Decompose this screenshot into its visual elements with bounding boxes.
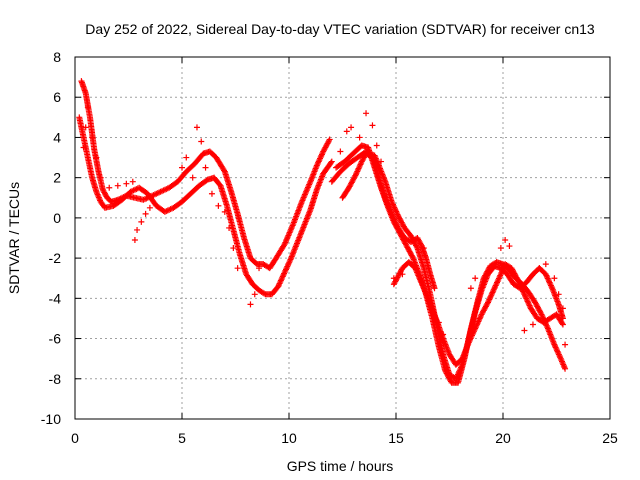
data-point	[555, 291, 562, 298]
data-point	[484, 300, 491, 307]
x-tick-label: 0	[71, 430, 79, 446]
data-point	[247, 301, 254, 308]
data-point	[351, 173, 358, 180]
data-point	[198, 138, 205, 145]
data-point	[215, 202, 222, 209]
data-point	[542, 261, 549, 268]
data-point	[234, 265, 241, 272]
y-tick-label: -8	[49, 371, 62, 387]
data-points	[76, 78, 569, 386]
data-point	[84, 104, 91, 111]
data-point	[559, 320, 566, 327]
y-tick-label: -2	[49, 250, 62, 266]
x-tick-label: 15	[388, 430, 404, 446]
data-point	[431, 285, 438, 292]
data-point	[326, 136, 333, 143]
data-point	[114, 182, 121, 189]
data-point	[435, 319, 442, 326]
grid	[75, 57, 610, 419]
axis-ticks: 0 5 10 15 20 25 -10 -8 -6 -4 -2 0 2 4 6 8	[41, 49, 618, 446]
data-point	[373, 142, 380, 149]
data-point	[193, 124, 200, 131]
data-point	[142, 210, 149, 217]
x-tick-label: 25	[602, 430, 618, 446]
data-point	[529, 321, 536, 328]
data-point	[82, 124, 89, 131]
y-tick-label: -4	[49, 290, 62, 306]
data-point	[93, 154, 100, 161]
data-point	[80, 144, 87, 151]
data-point	[420, 245, 427, 252]
y-tick-label: 4	[53, 129, 61, 145]
data-point	[502, 237, 509, 244]
data-point	[146, 204, 153, 211]
data-point	[106, 184, 113, 191]
y-axis-label: SDTVAR / TECUs	[6, 182, 22, 294]
data-point	[97, 174, 104, 181]
data-point	[537, 310, 544, 317]
data-point	[440, 331, 447, 338]
data-point	[399, 271, 406, 278]
data-point	[472, 275, 479, 282]
data-point	[348, 124, 355, 131]
x-axis-label: GPS time / hours	[287, 458, 394, 474]
chart-title: Day 252 of 2022, Sidereal Day-to-day VTE…	[85, 21, 595, 37]
y-tick-label: 8	[53, 49, 61, 65]
x-tick-label: 5	[178, 430, 186, 446]
data-point	[409, 253, 416, 260]
data-point	[559, 321, 566, 328]
data-point	[208, 190, 215, 197]
data-point	[327, 159, 334, 166]
y-tick-label: 6	[53, 89, 61, 105]
data-point	[378, 158, 385, 165]
data-point	[337, 148, 344, 155]
x-tick-label: 10	[281, 430, 297, 446]
data-point	[183, 154, 190, 161]
data-point	[189, 174, 196, 181]
data-point	[123, 180, 130, 187]
data-point	[417, 241, 424, 248]
y-tick-label: 2	[53, 170, 61, 186]
data-point	[506, 243, 513, 250]
data-point	[221, 167, 228, 174]
data-point	[562, 365, 569, 372]
data-point	[134, 226, 141, 233]
data-point	[551, 275, 558, 282]
data-point	[497, 245, 504, 252]
data-point	[343, 128, 350, 135]
data-point	[230, 245, 237, 252]
data-point	[251, 291, 258, 298]
data-point	[256, 265, 263, 272]
data-point	[521, 327, 528, 334]
x-tick-label: 20	[495, 430, 511, 446]
data-point	[467, 285, 474, 292]
data-point	[559, 305, 566, 312]
data-point	[536, 265, 543, 272]
data-point	[390, 275, 397, 282]
data-point	[413, 243, 420, 250]
data-point	[356, 134, 363, 141]
data-point	[369, 122, 376, 129]
plot-frame	[74, 56, 611, 420]
y-tick-label: -10	[41, 411, 61, 427]
data-point	[363, 110, 370, 117]
data-point	[280, 242, 287, 249]
data-point	[221, 208, 228, 215]
data-point	[131, 237, 138, 244]
data-point	[328, 158, 335, 165]
data-point	[138, 218, 145, 225]
data-point	[562, 341, 569, 348]
data-point	[129, 178, 136, 185]
data-point	[202, 164, 209, 171]
y-tick-label: -6	[49, 331, 62, 347]
y-tick-label: 0	[53, 210, 61, 226]
data-point	[514, 275, 521, 282]
data-point	[179, 164, 185, 171]
data-point	[89, 134, 96, 141]
data-point	[226, 224, 233, 231]
data-point	[325, 137, 332, 144]
